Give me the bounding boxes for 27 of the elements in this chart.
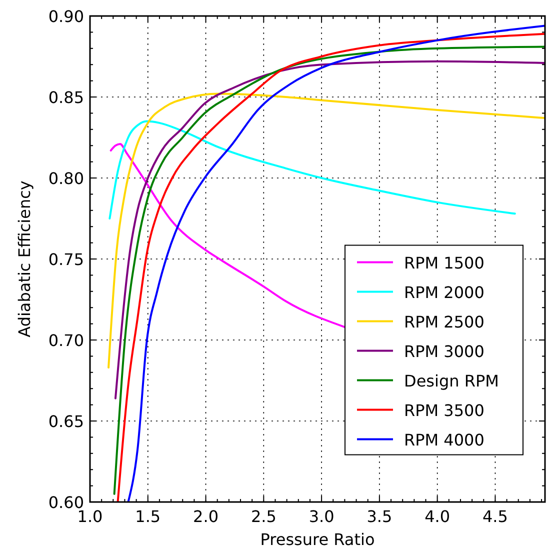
y-tick-label: 0.65 [48, 412, 84, 431]
x-tick-label: 3.0 [308, 507, 334, 526]
x-tick-label: 2.5 [250, 507, 276, 526]
legend-label: RPM 2000 [404, 282, 484, 302]
legend-label: Design RPM [404, 371, 499, 390]
line-series [108, 120, 516, 220]
x-tick-label: 1.5 [135, 507, 161, 526]
y-axis-title: Adiabatic Efficiency [15, 180, 34, 338]
y-tick-label: 0.90 [48, 7, 84, 26]
legend-label: RPM 2500 [404, 312, 484, 332]
y-tick-label: 0.85 [48, 88, 84, 107]
line-series [108, 92, 545, 369]
x-tick-label: 1.0 [77, 507, 103, 526]
x-axis-title: Pressure Ratio [260, 530, 375, 549]
line-series [110, 142, 346, 328]
legend-label: RPM 3000 [404, 342, 484, 361]
legend-label: RPM 1500 [404, 253, 484, 272]
y-tick-label: 0.80 [48, 169, 84, 188]
x-tick-label: 4.0 [424, 507, 450, 526]
legend-label: RPM 3500 [404, 400, 484, 420]
x-tick-label: 2.0 [193, 507, 219, 526]
y-tick-label: 0.70 [48, 331, 84, 350]
legend-label: RPM 4000 [404, 430, 484, 450]
line-series [114, 60, 545, 400]
x-tick-label: 4.5 [482, 507, 508, 526]
y-tick-label: 0.75 [48, 250, 84, 269]
x-tick-label: 3.5 [366, 507, 392, 526]
